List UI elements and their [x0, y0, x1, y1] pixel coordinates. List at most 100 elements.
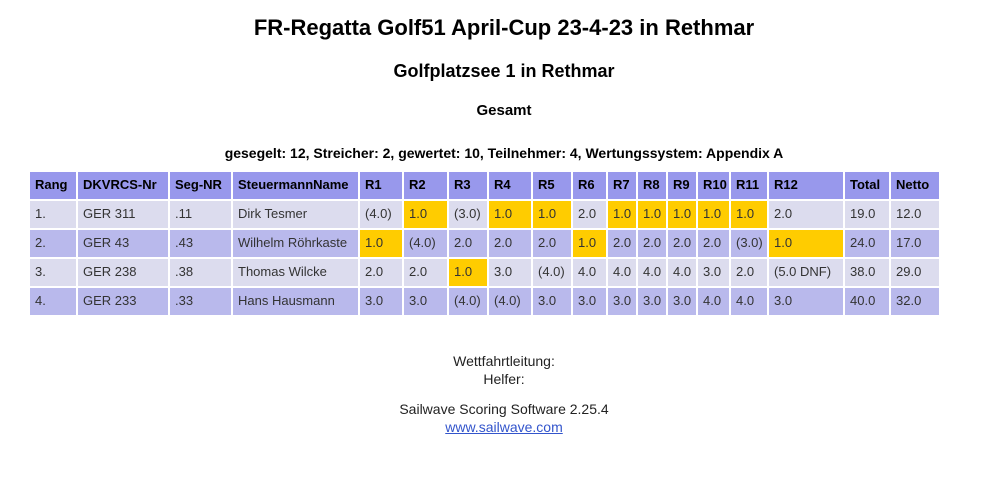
race-score-cell-r10: 1.0 — [698, 201, 729, 228]
column-header-dkvrcs-nr: DKVRCS-Nr — [78, 172, 168, 199]
race-score-cell-r5: 3.0 — [533, 288, 571, 315]
dkvrcs-nr-cell: GER 311 — [78, 201, 168, 228]
netto-cell: 17.0 — [891, 230, 939, 257]
race-score-cell-r2: 2.0 — [404, 259, 447, 286]
race-score-cell-r9: 4.0 — [668, 259, 696, 286]
race-score-cell-r12: (5.0 DNF) — [769, 259, 843, 286]
column-header-r2: R2 — [404, 172, 447, 199]
race-score-cell-r6: 1.0 — [573, 230, 606, 257]
scoring-summary: gesegelt: 12, Streicher: 2, gewertet: 10… — [224, 145, 784, 161]
column-header-total: Total — [845, 172, 889, 199]
rank-cell: 2. — [30, 230, 76, 257]
column-header-r10: R10 — [698, 172, 729, 199]
race-score-cell-r8: 4.0 — [638, 259, 666, 286]
seg-nr-cell: .33 — [170, 288, 231, 315]
race-score-cell-r8: 2.0 — [638, 230, 666, 257]
column-header-r11: R11 — [731, 172, 767, 199]
race-score-cell-r6: 3.0 — [573, 288, 606, 315]
race-score-cell-r10: 3.0 — [698, 259, 729, 286]
race-score-cell-r6: 4.0 — [573, 259, 606, 286]
total-cell: 40.0 — [845, 288, 889, 315]
race-score-cell-r11: 4.0 — [731, 288, 767, 315]
race-score-cell-r9: 3.0 — [668, 288, 696, 315]
race-score-cell-r7: 3.0 — [608, 288, 636, 315]
steuermann-name-cell: Wilhelm Röhrkaste — [233, 230, 358, 257]
race-score-cell-r7: 2.0 — [608, 230, 636, 257]
steuermann-name-cell: Dirk Tesmer — [233, 201, 358, 228]
table-row: 3. GER 238.38 Thomas Wilcke 2.0 2.0 1.0 3.0 (4.… — [30, 259, 939, 286]
race-score-cell-r2: (4.0) — [404, 230, 447, 257]
software-version-label: Sailwave Scoring Software 2.25.4 — [399, 401, 609, 417]
table-row: 4. GER 233.33 Hans Hausmann 3.0 3.0 (4.0) (4.0… — [30, 288, 939, 315]
column-header-r1: R1 — [360, 172, 402, 199]
race-score-cell-r6: 2.0 — [573, 201, 606, 228]
column-header-r9: R9 — [668, 172, 696, 199]
column-header-r7: R7 — [608, 172, 636, 199]
total-cell: 19.0 — [845, 201, 889, 228]
race-score-cell-r7: 1.0 — [608, 201, 636, 228]
dkvrcs-nr-cell: GER 238 — [78, 259, 168, 286]
race-score-cell-r1: (4.0) — [360, 201, 402, 228]
column-header-r12: R12 — [769, 172, 843, 199]
column-header-rang: Rang — [30, 172, 76, 199]
dkvrcs-nr-cell: GER 43 — [78, 230, 168, 257]
table-row: 2. GER 43.43 Wilhelm Röhrkaste 1.0 (4.0) 2.0 2… — [30, 230, 939, 257]
race-score-cell-r1: 1.0 — [360, 230, 402, 257]
column-header-r5: R5 — [533, 172, 571, 199]
rank-cell: 4. — [30, 288, 76, 315]
rank-cell: 3. — [30, 259, 76, 286]
race-score-cell-r4: 1.0 — [489, 201, 531, 228]
results-table: Rang DKVRCS-Nr Seg-NR SteuermannName R1 R2 R3 R… — [28, 170, 941, 317]
helper-label: Helfer: — [483, 371, 525, 387]
race-score-cell-r11: 2.0 — [731, 259, 767, 286]
race-score-cell-r7: 4.0 — [608, 259, 636, 286]
seg-nr-cell: .43 — [170, 230, 231, 257]
race-score-cell-r5: (4.0) — [533, 259, 571, 286]
sailwave-link[interactable]: www.sailwave.com — [445, 419, 563, 435]
race-officer-label: Wettfahrtleitung: — [453, 353, 555, 369]
rank-cell: 1. — [30, 201, 76, 228]
race-score-cell-r1: 2.0 — [360, 259, 402, 286]
race-score-cell-r9: 2.0 — [668, 230, 696, 257]
column-header-r3: R3 — [449, 172, 487, 199]
race-score-cell-r3: 2.0 — [449, 230, 487, 257]
race-score-cell-r4: 2.0 — [489, 230, 531, 257]
race-score-cell-r8: 3.0 — [638, 288, 666, 315]
total-cell: 24.0 — [845, 230, 889, 257]
race-score-cell-r5: 1.0 — [533, 201, 571, 228]
race-score-cell-r1: 3.0 — [360, 288, 402, 315]
race-score-cell-r10: 4.0 — [698, 288, 729, 315]
venue-subtitle: Golfplatzsee 1 in Rethmar — [393, 61, 615, 81]
column-header-r6: R6 — [573, 172, 606, 199]
series-section-label: Gesamt — [476, 102, 532, 119]
page-footer: Wettfahrtleitung: Helfer: Sailwave Scori… — [0, 352, 1008, 436]
race-score-cell-r8: 1.0 — [638, 201, 666, 228]
steuermann-name-cell: Hans Hausmann — [233, 288, 358, 315]
race-score-cell-r12: 2.0 — [769, 201, 843, 228]
page-title: FR-Regatta Golf51 April-Cup 23-4-23 in R… — [253, 15, 755, 40]
race-score-cell-r11: 1.0 — [731, 201, 767, 228]
dkvrcs-nr-cell: GER 233 — [78, 288, 168, 315]
race-score-cell-r4: (4.0) — [489, 288, 531, 315]
steuermann-name-cell: Thomas Wilcke — [233, 259, 358, 286]
table-row: 1. GER 311.11 Dirk Tesmer (4.0) 1.0 (3.0) 1.0 1… — [30, 201, 939, 228]
netto-cell: 12.0 — [891, 201, 939, 228]
race-score-cell-r10: 2.0 — [698, 230, 729, 257]
seg-nr-cell: .11 — [170, 201, 231, 228]
column-header-r8: R8 — [638, 172, 666, 199]
column-header-seg-nr: Seg-NR — [170, 172, 231, 199]
race-score-cell-r2: 1.0 — [404, 201, 447, 228]
results-page: FR-Regatta Golf51 April-Cup 23-4-23 in R… — [0, 16, 1008, 481]
column-header-netto: Netto — [891, 172, 939, 199]
header-row: Rang DKVRCS-Nr Seg-NR SteuermannName R1 R2 R3 R… — [30, 172, 939, 199]
race-score-cell-r4: 3.0 — [489, 259, 531, 286]
seg-nr-cell: .38 — [170, 259, 231, 286]
total-cell: 38.0 — [845, 259, 889, 286]
results-table-head: Rang DKVRCS-Nr Seg-NR SteuermannName R1 R2 R3 R… — [30, 172, 939, 199]
race-score-cell-r12: 3.0 — [769, 288, 843, 315]
race-officials: Wettfahrtleitung: Helfer: — [0, 352, 1008, 388]
race-score-cell-r3: (3.0) — [449, 201, 487, 228]
race-score-cell-r9: 1.0 — [668, 201, 696, 228]
race-score-cell-r2: 3.0 — [404, 288, 447, 315]
race-score-cell-r5: 2.0 — [533, 230, 571, 257]
